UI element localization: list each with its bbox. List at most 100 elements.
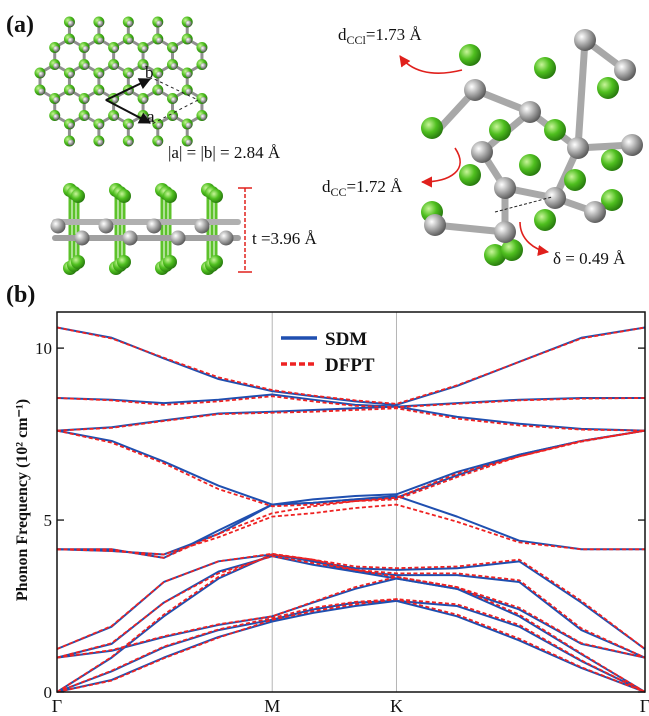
x-tick-label: M — [264, 696, 280, 716]
chlorine-atom — [519, 154, 541, 176]
lattice-annotation: |a| = |b| = 2.84 Å — [168, 143, 281, 162]
carbon-atom — [97, 38, 103, 44]
carbon-atom — [567, 137, 589, 159]
carbon-atom — [39, 89, 45, 95]
band-line — [57, 554, 645, 692]
vector-label: b — [145, 63, 154, 82]
carbon-atom — [53, 46, 59, 52]
carbon-atom — [83, 46, 89, 52]
carbon-atom — [68, 89, 74, 95]
carbon-atom — [219, 231, 234, 246]
buckling-annotation: δ = 0.49 Å — [553, 249, 626, 268]
carbon-atom — [471, 141, 493, 163]
carbon-atom — [171, 231, 186, 246]
band-line — [57, 505, 645, 555]
carbon-atom — [200, 46, 206, 52]
chlorine-atom — [597, 77, 619, 99]
chlorine-atom — [421, 117, 443, 139]
carbon-atom — [97, 140, 103, 146]
carbon-atom — [519, 101, 541, 123]
carbon-atom — [171, 114, 177, 120]
carbon-atom — [112, 46, 118, 52]
x-tick-label: Γ — [52, 696, 62, 716]
carbon-atom — [97, 72, 103, 78]
band-line — [57, 496, 645, 554]
band-line — [57, 554, 645, 692]
carbon-atom — [200, 63, 206, 69]
carbon-atom — [39, 72, 45, 78]
carbon-atom — [494, 177, 516, 199]
carbon-atom — [83, 97, 89, 103]
carbon-atom — [156, 72, 162, 78]
carbon-atom — [171, 97, 177, 103]
carbon-atom — [127, 21, 133, 27]
carbon-atom — [200, 114, 206, 120]
y-tick-label: 5 — [44, 511, 53, 530]
carbon-atom — [464, 79, 486, 101]
carbon-atom — [97, 21, 103, 27]
carbon-atom — [127, 123, 133, 129]
chlorine-atom — [163, 189, 177, 203]
carbon-atom — [156, 140, 162, 146]
chlorine-atom — [601, 149, 623, 171]
carbon-atom — [424, 214, 446, 236]
chlorine-atom — [489, 119, 511, 141]
panel-label: (b) — [6, 282, 35, 308]
carbon-atom — [68, 72, 74, 78]
carbon-atom — [186, 89, 192, 95]
carbon-atom — [68, 123, 74, 129]
y-tick-label: 0 — [44, 683, 53, 702]
band-line — [57, 431, 645, 505]
bond-annotation: dCC=1.72 Å — [322, 177, 403, 199]
bond — [578, 40, 585, 148]
page: (a) b a |a| = |b| = 2.84 Å t =3.96 Å dCC… — [0, 0, 649, 716]
carbon-atom — [156, 89, 162, 95]
structures — [35, 17, 644, 276]
carbon-atom — [127, 38, 133, 44]
carbon-atom — [83, 63, 89, 69]
x-tick-label: Γ — [640, 696, 649, 716]
chlorine-atom — [459, 164, 481, 186]
chlorine-atom — [534, 57, 556, 79]
carbon-atom — [147, 219, 162, 234]
carbon-atom — [142, 97, 148, 103]
pointer-arrow — [422, 148, 460, 182]
chlorine-atom — [209, 189, 223, 203]
carbon-atom — [68, 140, 74, 146]
y-axis-label: Phonon Frequency (10² cm⁻¹) — [14, 399, 31, 601]
carbon-atom — [142, 46, 148, 52]
carbon-atom — [53, 63, 59, 69]
chlorine-atom — [459, 44, 481, 66]
chlorine-atom — [209, 255, 223, 269]
carbon-atom — [112, 63, 118, 69]
carbon-atom — [97, 89, 103, 95]
band-line — [57, 431, 645, 558]
carbon-atom — [195, 219, 210, 234]
carbon-atom — [584, 201, 606, 223]
chlorine-atom — [163, 255, 177, 269]
carbon-atom — [127, 72, 133, 78]
carbon-atom — [171, 63, 177, 69]
bond-text: =1.73 Å — [366, 25, 423, 44]
carbon-atom — [97, 123, 103, 129]
carbon-atom — [112, 114, 118, 120]
carbon-atom — [544, 187, 566, 209]
carbon-atom — [127, 140, 133, 146]
carbon-atom — [574, 29, 596, 51]
y-tick-label: 10 — [35, 339, 52, 358]
band-line — [57, 599, 645, 692]
carbon-atom — [112, 97, 118, 103]
carbon-atom — [186, 123, 192, 129]
band-line — [57, 431, 645, 558]
carbon-atom — [614, 59, 636, 81]
carbon-atom — [186, 72, 192, 78]
chlorine-atom — [534, 209, 556, 231]
chlorine-atom — [71, 189, 85, 203]
carbon-atom — [200, 97, 206, 103]
chlorine-atom — [117, 255, 131, 269]
bond-subscript: CCl — [347, 33, 367, 47]
carbon-atom — [171, 46, 177, 52]
carbon-atom — [494, 221, 516, 243]
carbon-atom — [68, 38, 74, 44]
